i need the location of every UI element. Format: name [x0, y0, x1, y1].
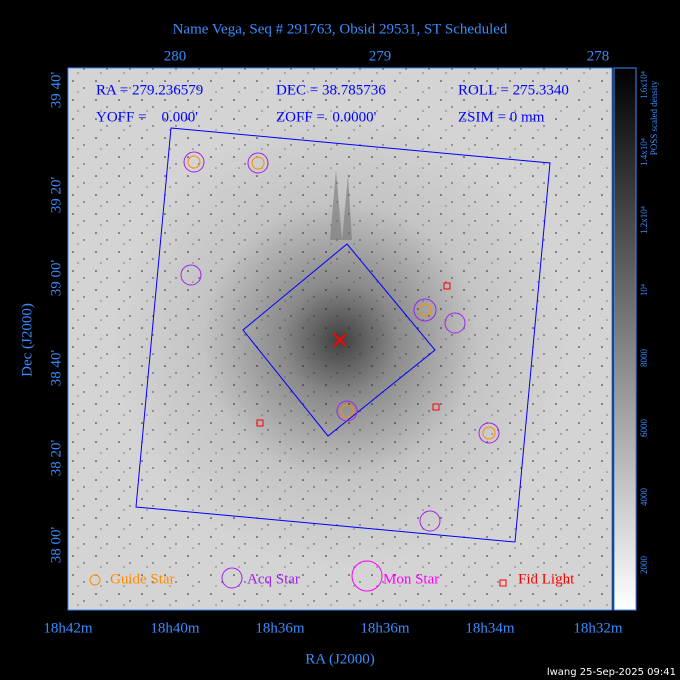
x-tick-label: 18h42m — [43, 620, 93, 636]
top-tick-label: 279 — [369, 48, 392, 64]
colorbar-tick-label: 8000 — [639, 349, 649, 368]
colorbar-tick-label: 4000 — [639, 488, 649, 507]
footer: lwang 25-Sep-2025 09:41 — [547, 667, 676, 678]
top-tick-label: 278 — [587, 48, 610, 64]
colorbar-label: POSS scaled density — [649, 80, 659, 155]
info-text: ZSIM = 0 mm — [458, 109, 545, 125]
x-tick-label: 18h32m — [573, 620, 623, 636]
legend-label: Mon Star — [383, 571, 439, 587]
legend-label: Acq Star — [247, 571, 300, 587]
guide-stars — [187, 155, 496, 440]
info-text: ROLL = 275.3340 — [458, 82, 569, 98]
y-tick-label: 38 40' — [48, 349, 64, 386]
x-tick-label: 18h34m — [465, 620, 515, 636]
field-box — [135, 127, 551, 543]
y-tick-label: 39 20' — [48, 176, 64, 213]
y-tick-label: 38 00' — [48, 526, 64, 563]
colorbar-tick-label: 2000 — [639, 556, 649, 575]
colorbar-tick-label: 1.6x10⁴ — [639, 71, 649, 99]
inner-box — [242, 243, 436, 437]
legend-symbols — [89, 560, 507, 592]
colorbar-tick-label: 6000 — [639, 419, 649, 438]
colorbar — [613, 67, 637, 611]
y-axis-label: Dec (J2000) — [19, 303, 35, 377]
y-tick-label: 38 20' — [48, 439, 64, 476]
y-tick-label: 39 00' — [48, 259, 64, 296]
y-tick-label: 39 40' — [48, 71, 64, 108]
colorbar-tick-label: 1.4x10⁴ — [639, 138, 649, 166]
legend-label: Guide Star — [110, 571, 175, 587]
colorbar-tick-label: 1.2x10⁴ — [639, 206, 649, 234]
x-axis-label: RA (J2000) — [305, 651, 375, 667]
legend-label: Fid Light — [518, 571, 575, 587]
info-text: YOFF = 0.000' — [96, 109, 198, 125]
x-tick-label: 18h40m — [150, 620, 200, 636]
acq-stars — [180, 151, 500, 532]
info-text: DEC = 38.785736 — [276, 82, 386, 98]
info-text: ZOFF = 0.0000' — [276, 109, 377, 125]
x-tick-label: 18h36m — [360, 620, 410, 636]
top-tick-label: 280 — [164, 48, 187, 64]
fid-lights — [256, 282, 451, 427]
title: Name Vega, Seq # 291763, Obsid 29531, ST… — [173, 21, 508, 37]
info-text: RA = 279.236579 — [96, 82, 203, 98]
colorbar-tick-label: 10⁴ — [639, 284, 649, 296]
target-marker — [333, 333, 347, 347]
x-tick-label: 18h36m — [255, 620, 305, 636]
